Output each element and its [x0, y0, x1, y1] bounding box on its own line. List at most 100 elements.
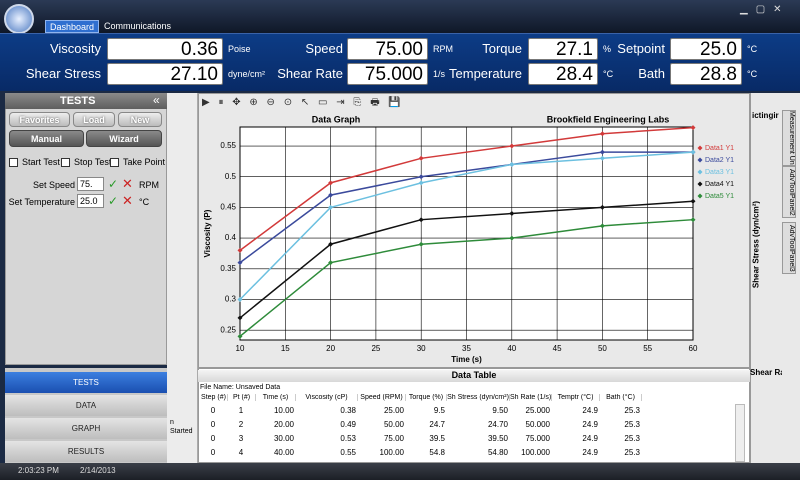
panel-button[interactable]: Wizard	[86, 130, 162, 147]
table-cell: 0	[210, 420, 216, 429]
panel-button[interactable]: New	[118, 112, 162, 127]
legend-label: Data3 Y1	[705, 169, 734, 176]
tests-title: TESTS	[60, 95, 96, 107]
action-icon[interactable]	[110, 158, 119, 167]
legend-label: Data4 Y1	[705, 181, 734, 188]
table-cell: 25.00	[383, 406, 404, 415]
table-cell: 0.49	[340, 420, 356, 429]
setting-input[interactable]: 75.	[77, 177, 104, 191]
scrollbar[interactable]	[735, 404, 745, 462]
side-tab[interactable]: AdvToolPanel2	[782, 166, 796, 218]
column-header: Step (#)	[200, 394, 228, 401]
data-point	[690, 217, 696, 223]
side-tab[interactable]: AdvToolPanel3	[782, 222, 796, 274]
collapse-button[interactable]: «	[153, 93, 160, 107]
column-header: Time (s)	[256, 394, 296, 401]
data-point	[690, 149, 696, 155]
table-cell: 25.3	[624, 406, 640, 415]
readout-unit: 1/s	[433, 69, 446, 79]
panel-button[interactable]: Load	[73, 112, 115, 127]
x-tick-label: 45	[553, 344, 562, 353]
cancel-icon[interactable]: ✕	[122, 176, 133, 191]
tab[interactable]: Dashboard	[45, 20, 100, 33]
x-tick-label: 55	[643, 344, 652, 353]
table-cell: 25.3	[624, 434, 640, 443]
readout-label: Shear Rate	[277, 66, 343, 81]
nav-button[interactable]: RESULTS	[5, 441, 167, 462]
table-cell: 24.9	[582, 420, 598, 429]
status-note: Started	[170, 428, 193, 435]
chart: Data Graph Brookfield Engineering Labs 10 1…	[203, 114, 734, 364]
table-cell: 4	[238, 448, 244, 457]
action-button[interactable]: Start Test	[22, 157, 60, 167]
y-tick-label: 0.25	[220, 325, 236, 334]
column-header: Temptr (°C)	[552, 394, 600, 401]
table-cell: 39.5	[429, 434, 445, 443]
data-point	[418, 241, 424, 247]
readout-value: 27.10	[107, 63, 223, 85]
table-cell: 9.50	[492, 406, 508, 415]
action-icon[interactable]	[61, 158, 70, 167]
readout-label: Setpoint	[617, 41, 665, 56]
data-line	[239, 151, 693, 264]
side-title: ictingir	[752, 111, 779, 120]
nav-button[interactable]: TESTS	[5, 372, 167, 393]
column-header: Sh Stress (dyn/cm²)	[447, 394, 510, 401]
readout-unit: RPM	[433, 44, 453, 54]
readout-value: 75.00	[347, 38, 428, 60]
table-cell: 0.53	[340, 434, 356, 443]
readout-unit: dyne/cm²	[228, 69, 266, 79]
action-button[interactable]: Take Point	[123, 157, 166, 167]
column-header: Viscosity (cP)	[296, 394, 358, 401]
action-button[interactable]: Stop Test	[74, 157, 112, 167]
table-cell: 1	[238, 406, 244, 415]
window-controls[interactable]: ▁▢✕	[740, 4, 790, 15]
table-cell: 100.00	[379, 448, 404, 457]
cancel-icon[interactable]: ✕	[122, 193, 133, 208]
graph-toolbar[interactable]: ▶ ⏸ ✥ ⊕ ⊖ ⊙ ↖ ▭ ⇥ ⎘ 🖶 💾	[202, 97, 404, 108]
data-point	[328, 180, 334, 186]
status-date: 2/14/2013	[80, 466, 116, 475]
legend-marker	[697, 169, 703, 175]
data-point	[418, 155, 424, 161]
column-header: Pt (#)	[228, 394, 256, 401]
panel-button[interactable]: Manual	[9, 130, 84, 147]
data-point	[418, 180, 424, 186]
panel-button[interactable]: Favorites	[9, 112, 70, 127]
x-tick-label: 25	[371, 344, 380, 353]
legend-label: Data1 Y1	[705, 145, 734, 152]
table-cell: 24.9	[582, 434, 598, 443]
side-tab[interactable]: Measurement Units	[782, 110, 796, 166]
readout-unit: %	[603, 44, 612, 54]
table-cell: 24.7	[429, 420, 445, 429]
readout-value: 28.4	[528, 63, 598, 85]
setting-unit: °C	[139, 197, 150, 207]
column-header: Torque (%)	[406, 394, 447, 401]
nav-button[interactable]: DATA	[5, 395, 167, 416]
readout-label: Bath	[638, 66, 665, 81]
table-cell: 25.000	[525, 406, 550, 415]
chart-title: Data Graph	[312, 114, 361, 124]
tab[interactable]: Communications	[104, 21, 172, 31]
x-tick-label: 50	[598, 344, 607, 353]
action-icon[interactable]	[9, 158, 18, 167]
table-cell: 50.00	[383, 420, 404, 429]
app-logo[interactable]	[4, 4, 34, 34]
accept-icon[interactable]: ✓	[108, 177, 119, 191]
table-cell: 100.000	[521, 448, 550, 457]
y-tick-label: 0.45	[220, 203, 236, 212]
table-cell: 0	[210, 406, 216, 415]
y-tick-label: 0.5	[225, 172, 237, 181]
table-cell: 24.70	[487, 420, 508, 429]
nav-button[interactable]: GRAPH	[5, 418, 167, 439]
table-cell: 3	[238, 434, 244, 443]
setting-label: Set Temperature	[8, 197, 75, 207]
readout-value: 75.000	[347, 63, 428, 85]
setting-input[interactable]: 25.0	[77, 194, 104, 208]
accept-icon[interactable]: ✓	[108, 194, 119, 208]
status-time: 2:03:23 PM	[18, 466, 59, 475]
data-point	[418, 217, 424, 223]
data-point	[237, 333, 243, 339]
data-point	[237, 247, 243, 253]
data-point	[418, 174, 424, 180]
